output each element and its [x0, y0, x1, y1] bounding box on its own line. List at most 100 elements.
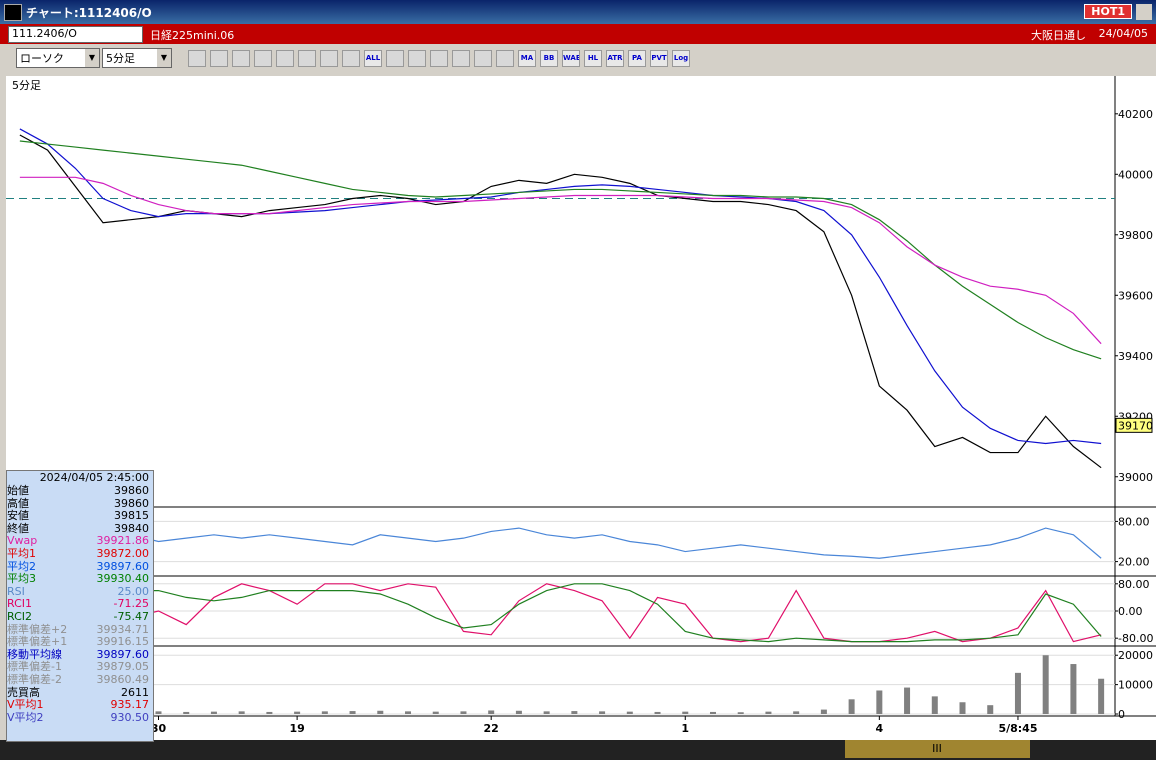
y-tick-label: 39400 — [1118, 350, 1153, 363]
symbol-bar: 111.2406/O 日経225mini.06 大阪日通し 24/04/05 — [0, 24, 1156, 44]
info-label: 平均3 — [7, 572, 36, 586]
volume-bar — [737, 712, 744, 714]
y-tick-label: 40200 — [1118, 108, 1153, 121]
interval-dropdown[interactable]: 5分足 — [102, 48, 172, 68]
y-tick-label: 20.00 — [1118, 556, 1150, 569]
info-value: -75.47 — [113, 609, 149, 623]
volume-bar — [1014, 672, 1021, 714]
hot-badge[interactable]: HOT1 — [1084, 4, 1132, 19]
info-label: 標準偏差+2 — [7, 622, 68, 636]
volume-bar — [599, 711, 606, 714]
info-panel: 2024/04/05 2:45:00 始値 39860 高値 39860 安値 39815… — [6, 470, 154, 742]
volume-bar — [210, 711, 217, 714]
x-tick-label: 1 — [681, 722, 689, 735]
info-label: 標準偏差-1 — [7, 660, 62, 674]
info-value: 39916.15 — [96, 635, 150, 649]
y-tick-label: 80.00 — [1118, 578, 1150, 591]
info-label: V平均2 — [7, 710, 44, 724]
info-row: 始値 39860 — [7, 484, 153, 498]
last-price-box — [1115, 417, 1153, 433]
info-value: 39897.60 — [96, 647, 150, 661]
info-value: 39860.49 — [96, 672, 150, 686]
x-tick-label: 4 — [876, 722, 884, 735]
tool-icon[interactable] — [188, 50, 206, 67]
volume-bar — [820, 709, 827, 714]
info-row: 平均3 39930.40 — [7, 573, 153, 586]
tool-icon[interactable] — [408, 50, 426, 67]
info-value: 935.17 — [110, 698, 150, 712]
tool-icon[interactable] — [386, 50, 404, 67]
tool-icon[interactable] — [210, 50, 228, 67]
volume-bar — [876, 690, 883, 714]
tool-label-icon[interactable]: BB — [540, 50, 558, 67]
info-row: 移動平均線 39897.60 — [7, 647, 153, 662]
info-row: V平均2 930.50 — [7, 710, 153, 725]
tool-label-icon[interactable]: PA SA — [628, 50, 646, 67]
tool-label-icon[interactable]: MA — [518, 50, 536, 67]
volume-bar — [405, 711, 412, 714]
tool-icon[interactable] — [496, 50, 514, 67]
info-value: 930.50 — [110, 710, 150, 724]
volume-bar — [709, 711, 716, 714]
y-tick-label: 80.00 — [1118, 515, 1150, 528]
symbol-input[interactable]: 111.2406/O — [8, 26, 143, 43]
volume-bar — [515, 710, 522, 714]
tool-icon[interactable] — [452, 50, 470, 67]
tool-icon[interactable] — [474, 50, 492, 67]
info-label: RCI2 — [7, 609, 33, 623]
thumb-grip: III — [932, 742, 942, 755]
tool-label-icon[interactable]: ALL — [364, 50, 382, 67]
volume-bar — [321, 711, 328, 714]
info-row: 標準偏差+2 39934.71 — [7, 622, 153, 637]
volume-bar — [349, 711, 356, 714]
tool-label-icon[interactable]: Log — [672, 50, 690, 67]
volume-bar — [377, 710, 384, 714]
info-label: Vwap — [7, 534, 38, 548]
info-row: 標準偏差+1 39916.15 — [7, 636, 153, 649]
series-line — [19, 583, 1102, 643]
info-row: 売買高 2611 — [7, 686, 153, 700]
window-title: チャート:1112406/O — [26, 6, 152, 20]
info-label: 標準偏差+1 — [7, 635, 68, 649]
series-line — [19, 128, 1102, 445]
info-row: RCI2 -75.47 — [7, 609, 153, 624]
tool-label-icon[interactable]: PVT — [650, 50, 668, 67]
volume-bar — [848, 699, 855, 714]
info-row: 標準偏差-2 39860.49 — [7, 672, 153, 687]
tool-icon[interactable] — [254, 50, 272, 67]
volume-bar — [654, 711, 661, 714]
info-row: V平均1 935.17 — [7, 698, 153, 712]
tool-icon[interactable] — [342, 50, 360, 67]
tool-label-icon[interactable]: HL — [584, 50, 602, 67]
tool-icon[interactable] — [320, 50, 338, 67]
info-row: 高値 39860 — [7, 496, 153, 511]
info-value: -71.25 — [113, 597, 149, 611]
info-value: 39872.00 — [96, 546, 150, 560]
scrollbar[interactable] — [0, 740, 1156, 760]
volume-bar — [959, 702, 966, 714]
series-line — [19, 140, 1102, 360]
app-icon — [4, 4, 22, 21]
scroll-thumb[interactable] — [845, 740, 1030, 758]
tool-label-icon[interactable]: ATR — [606, 50, 624, 67]
series-line — [19, 134, 1102, 469]
tool-icon[interactable] — [232, 50, 250, 67]
info-value: 39860 — [114, 496, 149, 510]
y-tick-label: 0.00 — [1118, 605, 1143, 618]
tool-label-icon[interactable]: WAE — [562, 50, 580, 67]
tool-icon[interactable] — [298, 50, 316, 67]
volume-bar — [931, 696, 938, 714]
volume-bar — [1098, 678, 1105, 714]
info-value: 39879.05 — [96, 660, 150, 674]
volume-bar — [543, 711, 550, 714]
tool-icon[interactable] — [276, 50, 294, 67]
style-dropdown[interactable]: ローソク — [16, 48, 100, 68]
pane-title: 5分足 — [12, 79, 41, 92]
info-value: 39897.60 — [96, 559, 150, 573]
info-label: 平均2 — [7, 559, 36, 573]
close-button[interactable] — [1136, 4, 1152, 20]
tool-icon[interactable] — [430, 50, 448, 67]
